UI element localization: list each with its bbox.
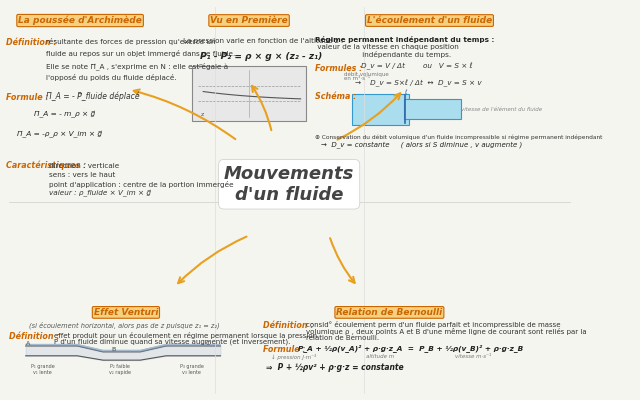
Text: →    D_v = S×ℓ / Δt  ↔  D_v = S × v: → D_v = S×ℓ / Δt ↔ D_v = S × v: [355, 80, 482, 87]
Text: valeur : ρ_fluide × V_im × g⃗: valeur : ρ_fluide × V_im × g⃗: [49, 190, 150, 197]
Text: direction : verticale: direction : verticale: [49, 162, 119, 168]
Text: Formules :: Formules :: [315, 64, 362, 73]
Text: Relation de Bernoulli: Relation de Bernoulli: [336, 308, 442, 317]
Text: Schéma :: Schéma :: [315, 92, 356, 100]
Text: P₃ grande
v₃ lente: P₃ grande v₃ lente: [180, 364, 204, 375]
Text: en m³·s⁻¹: en m³·s⁻¹: [344, 76, 369, 81]
Text: C: C: [206, 341, 211, 346]
Text: z: z: [200, 112, 204, 117]
Text: Effet Venturi: Effet Venturi: [93, 308, 158, 317]
Text: La pression varie en fonction de l'altitude z :: La pression varie en fonction de l'altit…: [183, 38, 344, 44]
Text: débit volumique: débit volumique: [344, 72, 388, 77]
Text: volumique ρ , deux points A et B d'une même ligne de courant sont reliés par la: volumique ρ , deux points A et B d'une m…: [307, 328, 587, 335]
Text: Définition :: Définition :: [264, 321, 314, 330]
Text: Régime permanent indépendant du temps :: Régime permanent indépendant du temps :: [315, 36, 494, 43]
Text: P₂ faible
v₂ rapide: P₂ faible v₂ rapide: [109, 364, 131, 375]
Text: P_A + ½ρ(v_A)² + ρ·g·z_A  =  P_B + ½ρ(v_B)² + ρ·g·z_B: P_A + ½ρ(v_A)² + ρ·g·z_A = P_B + ½ρ(v_B)…: [298, 344, 523, 352]
Text: vitesse de l'élément du fluide: vitesse de l'élément du fluide: [461, 107, 542, 112]
FancyBboxPatch shape: [192, 66, 307, 121]
Text: P: P: [198, 64, 202, 69]
Text: consid° écoulement perm d'un fluide parfait et incompressible de masse: consid° écoulement perm d'un fluide parf…: [307, 321, 561, 328]
Text: Définition :: Définition :: [6, 38, 56, 47]
Text: ⇒  P + ½ρv² + ρ·g·z = constante: ⇒ P + ½ρv² + ρ·g·z = constante: [266, 362, 404, 372]
FancyBboxPatch shape: [404, 100, 461, 119]
Text: P₁ grande
v₁ lente: P₁ grande v₁ lente: [31, 364, 55, 375]
Text: Π_A = - m_ρ × g⃗: Π_A = - m_ρ × g⃗: [35, 111, 95, 118]
Text: fluide au repos sur un objet immergé dans ce fluide.: fluide au repos sur un objet immergé dan…: [45, 50, 235, 57]
Text: Elle se note Π⃗_A , s'exprime en N : elle est égale à: Elle se note Π⃗_A , s'exprime en N : ell…: [45, 62, 228, 70]
Text: résultante des forces de pression qu'exerce un: résultante des forces de pression qu'exe…: [45, 38, 215, 45]
Text: Formule :: Formule :: [264, 345, 306, 354]
Text: valeur de la vitesse en chaque position: valeur de la vitesse en chaque position: [315, 44, 459, 50]
Text: Définition :: Définition :: [8, 332, 59, 341]
Text: indépendante du temps.: indépendante du temps.: [315, 51, 451, 58]
Text: altitude m: altitude m: [367, 354, 395, 359]
Text: P₁ - P₂ = ρ × g × (z₂ - z₁): P₁ - P₂ = ρ × g × (z₂ - z₁): [200, 52, 323, 61]
Text: l'opposé du poids du fluide déplacé.: l'opposé du poids du fluide déplacé.: [45, 74, 177, 81]
Text: Π_A = -ρ_ρ × V_im × g⃗: Π_A = -ρ_ρ × V_im × g⃗: [17, 131, 102, 138]
Text: relation de Bernoulli.: relation de Bernoulli.: [307, 334, 380, 340]
Text: (si écoulement horizontal, alors pas de z puisque z₁ = z₂): (si écoulement horizontal, alors pas de …: [29, 321, 219, 328]
Text: A: A: [26, 341, 30, 346]
Text: Caractéristiques :: Caractéristiques :: [6, 160, 86, 170]
Text: ⊕ Conservation du débit volumique d'un fluide incompressible si régime permanent: ⊕ Conservation du débit volumique d'un f…: [315, 135, 602, 140]
Text: effet produit pour un écoulement en régime permanent lorsque la pression: effet produit pour un écoulement en régi…: [54, 332, 317, 339]
Text: point d'application : centre de la portion immergée: point d'application : centre de la porti…: [49, 181, 233, 188]
Text: Mouvements
d'un fluide: Mouvements d'un fluide: [224, 165, 355, 204]
Text: L'écoulement d'un fluide: L'écoulement d'un fluide: [367, 16, 492, 25]
Text: B: B: [111, 347, 116, 352]
Text: D_v = V / Δt        ou   V = S × ℓ: D_v = V / Δt ou V = S × ℓ: [361, 63, 472, 70]
FancyBboxPatch shape: [352, 94, 410, 125]
Text: →  D_v = constante     ( alors si S diminue , v augmente ): → D_v = constante ( alors si S diminue ,…: [321, 142, 522, 148]
Text: Π_A = - P⃗_fluide déplacé: Π_A = - P⃗_fluide déplacé: [45, 92, 140, 101]
Text: Vu en Première: Vu en Première: [210, 16, 288, 25]
Text: Formule :: Formule :: [6, 94, 48, 102]
Text: vitesse m·s⁻¹: vitesse m·s⁻¹: [455, 354, 492, 359]
Text: La poussée d'Archimède: La poussée d'Archimède: [18, 16, 142, 25]
Text: P d'un fluide diminue quand sa vitesse augmente (et inversement).: P d'un fluide diminue quand sa vitesse a…: [54, 339, 291, 345]
Text: sens : vers le haut: sens : vers le haut: [49, 172, 115, 178]
Text: ↓ pression J·m⁻³: ↓ pression J·m⁻³: [271, 354, 316, 360]
Text: ℓ: ℓ: [404, 90, 406, 95]
